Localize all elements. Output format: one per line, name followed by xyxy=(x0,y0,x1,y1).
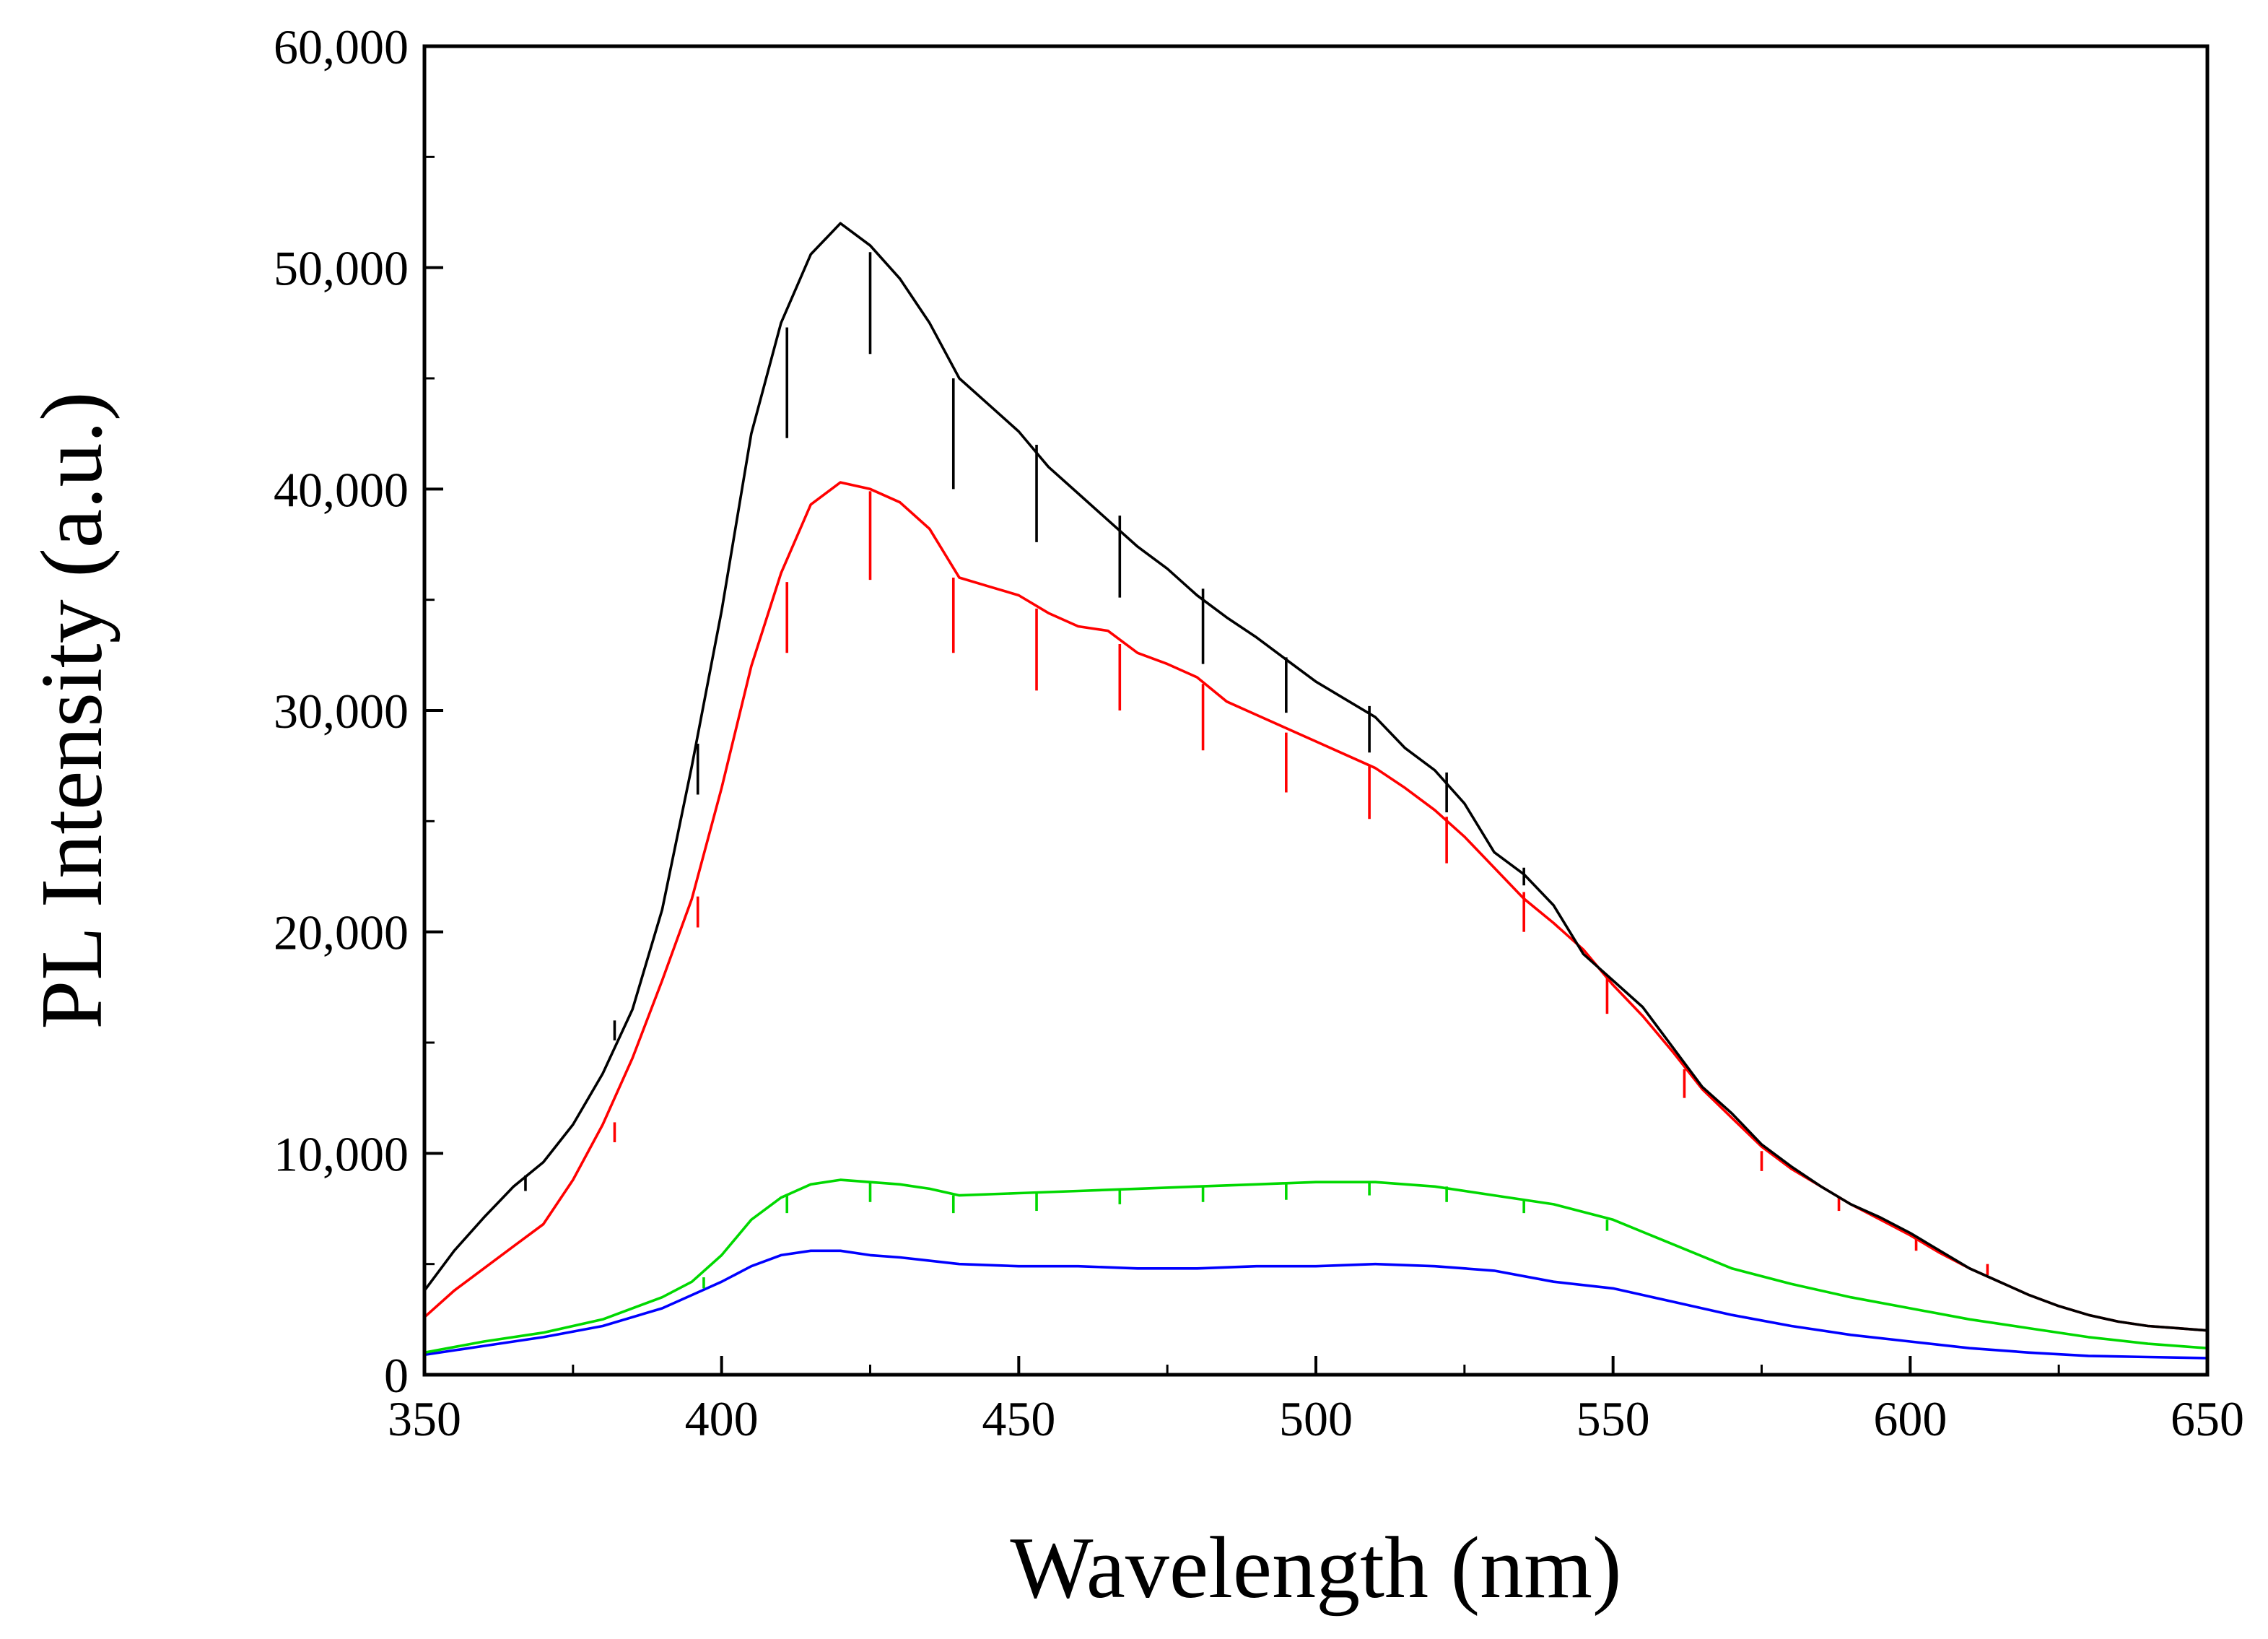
y-tick-label: 60,000 xyxy=(274,19,409,74)
series-green xyxy=(423,1178,2209,1355)
series-line-green xyxy=(423,1178,2209,1355)
y-tick-label: 0 xyxy=(384,1348,409,1403)
y-tick-label: 10,000 xyxy=(274,1126,409,1181)
x-axis-title: Wavelength (nm) xyxy=(1010,1519,1621,1617)
y-tick-label: 20,000 xyxy=(274,905,409,960)
y-tick-label: 40,000 xyxy=(274,462,409,517)
y-axis-ticks: 0 10,000 20,000 30,000 40,000 50,000 60,000 xyxy=(274,19,443,1403)
x-tick-label: 450 xyxy=(982,1391,1055,1446)
x-tick-label: 400 xyxy=(685,1391,759,1446)
x-tick-label: 350 xyxy=(388,1391,461,1446)
x-tick-label: 500 xyxy=(1279,1391,1353,1446)
series-line-black xyxy=(423,222,2209,1332)
series-red xyxy=(423,481,2209,1332)
series-layer xyxy=(423,222,2209,1360)
y-tick-label: 30,000 xyxy=(274,684,409,739)
series-line-red xyxy=(423,481,2209,1332)
series-blue xyxy=(423,1249,2209,1360)
x-tick-label: 550 xyxy=(1576,1391,1650,1446)
series-black xyxy=(423,222,2209,1332)
series-line-blue xyxy=(423,1249,2209,1360)
x-tick-label: 600 xyxy=(1873,1391,1947,1446)
x-axis-ticks: 350 400 450 500 550 600 650 xyxy=(388,1356,2244,1446)
y-axis-title: PL Intensity (a.u.) xyxy=(23,391,121,1029)
y-tick-label: 50,000 xyxy=(274,241,409,296)
x-tick-label: 650 xyxy=(2171,1391,2244,1446)
